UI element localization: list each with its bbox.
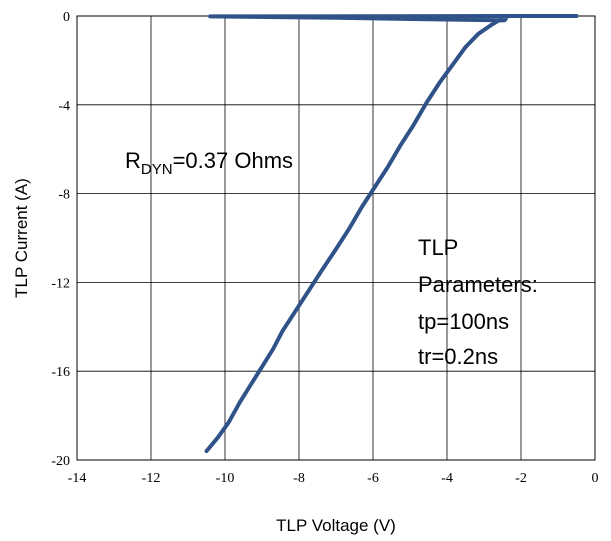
- plot-frame: [76, 15, 596, 461]
- y-tick-label: -4: [58, 99, 70, 114]
- iv-curve-line: [204, 14, 579, 454]
- x-tick-label: 0: [592, 471, 599, 486]
- x-tick-label: -2: [515, 471, 527, 486]
- grid-lines: [77, 16, 595, 460]
- x-tick-label: -8: [293, 471, 305, 486]
- y-tick-label: -20: [51, 454, 70, 469]
- tlp-params-line3: tp=100ns: [418, 309, 509, 334]
- y-axis-title: TLP Current (A): [12, 178, 31, 298]
- tlp-params-line2: Parameters:: [418, 272, 538, 297]
- x-tick-labels: -14 -12 -10 -8 -6 -4 -2 0: [68, 471, 599, 486]
- rdyn-annotation: RDYN=0.37 Ohms: [125, 148, 293, 178]
- series-layer: [204, 14, 579, 454]
- x-tick-label: -12: [142, 471, 161, 486]
- rdyn-prefix: R: [125, 148, 141, 173]
- y-tick-labels: 0 -4 -8 -12 -16 -20: [51, 10, 70, 469]
- x-tick-label: -14: [68, 471, 87, 486]
- y-tick-label: -12: [51, 276, 70, 291]
- rdyn-value: =0.37 Ohms: [173, 148, 293, 173]
- tlp-params-line4: tr=0.2ns: [418, 344, 498, 369]
- y-tick-label: 0: [63, 10, 70, 25]
- y-tick-label: -16: [51, 365, 70, 380]
- x-tick-label: -10: [216, 471, 235, 486]
- tlp-params-line1: TLP: [418, 235, 458, 260]
- x-tick-label: -6: [367, 471, 379, 486]
- y-tick-label: -8: [58, 188, 70, 203]
- x-axis-title: TLP Voltage (V): [276, 516, 396, 535]
- rdyn-subscript: DYN: [141, 161, 173, 178]
- x-tick-label: -4: [441, 471, 453, 486]
